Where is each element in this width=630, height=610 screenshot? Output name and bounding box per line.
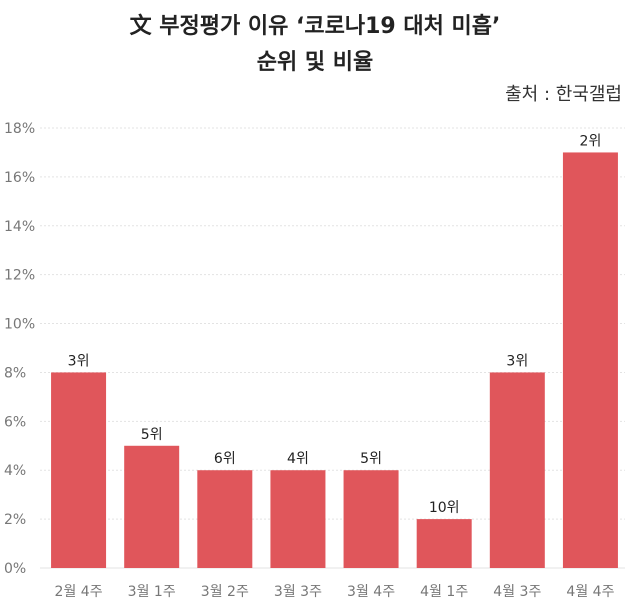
x-tick-label: 4월 1주	[420, 584, 468, 600]
data-label: 6위	[214, 451, 236, 467]
bar	[197, 470, 253, 568]
y-tick-label: 12%	[4, 268, 35, 284]
x-tick-label: 2월 4주	[55, 584, 103, 600]
y-tick-label: 4%	[4, 463, 26, 479]
x-tick-label: 4월 4주	[566, 584, 614, 600]
data-label: 3위	[68, 353, 90, 369]
source-label: 출처 : 한국갤럽	[505, 84, 622, 105]
chart-title-line1: 文 부정평가 이유 ‘코로나19 대처 미흡’	[129, 14, 501, 39]
bar	[124, 445, 180, 568]
data-label: 10위	[429, 500, 460, 516]
y-tick-label: 16%	[4, 170, 35, 186]
y-tick-label: 2%	[4, 512, 26, 528]
data-label: 5위	[141, 427, 163, 443]
bar	[51, 372, 107, 568]
data-label: 3위	[506, 353, 528, 369]
bar	[562, 152, 618, 568]
bar	[343, 470, 399, 568]
x-tick-label: 3월 1주	[128, 584, 176, 600]
y-tick-label: 0%	[4, 561, 26, 577]
y-tick-label: 8%	[4, 365, 26, 381]
bar	[270, 470, 326, 568]
x-tick-label: 4월 3주	[493, 584, 541, 600]
y-tick-label: 14%	[4, 219, 35, 235]
y-tick-label: 18%	[4, 121, 35, 137]
bar	[489, 372, 545, 568]
y-tick-label: 6%	[4, 414, 26, 430]
data-label: 2위	[580, 133, 602, 149]
bar	[416, 519, 472, 568]
data-label: 5위	[360, 451, 382, 467]
x-tick-label: 3월 2주	[201, 584, 249, 600]
x-tick-label: 3월 4주	[347, 584, 395, 600]
chart-title-line2: 순위 및 비율	[256, 50, 374, 75]
data-label: 4위	[287, 451, 309, 467]
y-tick-label: 10%	[4, 317, 35, 333]
x-tick-label: 3월 3주	[274, 584, 322, 600]
